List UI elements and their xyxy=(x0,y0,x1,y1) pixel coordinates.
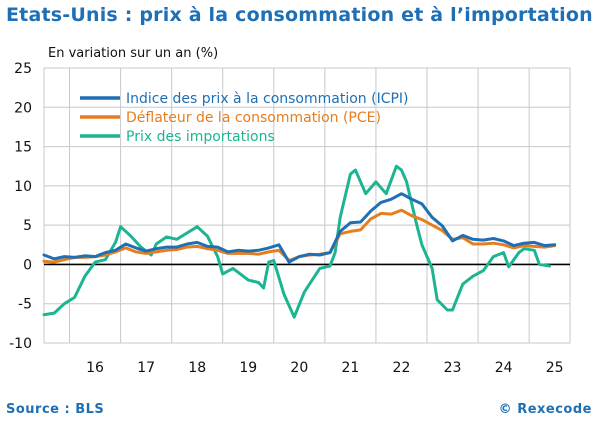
axes: 25 20 15 10 5 0 -5 -10 16 17 18 19 20 21 22 23 24 25 xyxy=(9,61,570,376)
x-tick-label: 20 xyxy=(290,360,308,376)
x-tick-label: 22 xyxy=(393,360,411,376)
series-lines xyxy=(42,164,557,319)
y-tick-label: 0 xyxy=(23,257,32,273)
y-tick-label: 20 xyxy=(14,100,32,116)
y-tick-label: -5 xyxy=(18,297,32,313)
x-tick-label: 17 xyxy=(137,360,155,376)
grid xyxy=(43,67,571,344)
y-axis-unit-label: En variation sur un an (%) xyxy=(48,46,219,61)
y-tick-label: 5 xyxy=(23,218,32,234)
x-tick-label: 23 xyxy=(444,360,462,376)
x-tick-label: 18 xyxy=(188,360,206,376)
x-tick-label: 19 xyxy=(239,360,257,376)
series-line-imports xyxy=(42,164,552,319)
y-tick-label: 10 xyxy=(14,179,32,195)
x-tick-label: 16 xyxy=(86,360,104,376)
copyright-note: © Rexecode xyxy=(498,402,592,417)
x-tick-label: 24 xyxy=(495,360,513,376)
y-tick-label: -10 xyxy=(9,336,32,352)
legend: Indice des prix à la consommation (ICPI)… xyxy=(80,91,409,145)
y-tick-label: 25 xyxy=(14,61,32,77)
x-tick-label: 25 xyxy=(546,360,564,376)
legend-label-cpi: Indice des prix à la consommation (ICPI) xyxy=(126,91,409,107)
source-note: Source : BLS xyxy=(6,402,105,417)
y-tick-label: 15 xyxy=(14,140,32,156)
x-tick-label: 21 xyxy=(341,360,359,376)
legend-label-imports: Prix des importations xyxy=(126,129,275,145)
chart-title: Etats-Unis : prix à la consommation et à… xyxy=(6,4,593,26)
legend-label-pce: Déflateur de la consommation (PCE) xyxy=(126,110,381,126)
series-line-cpi xyxy=(42,192,557,264)
